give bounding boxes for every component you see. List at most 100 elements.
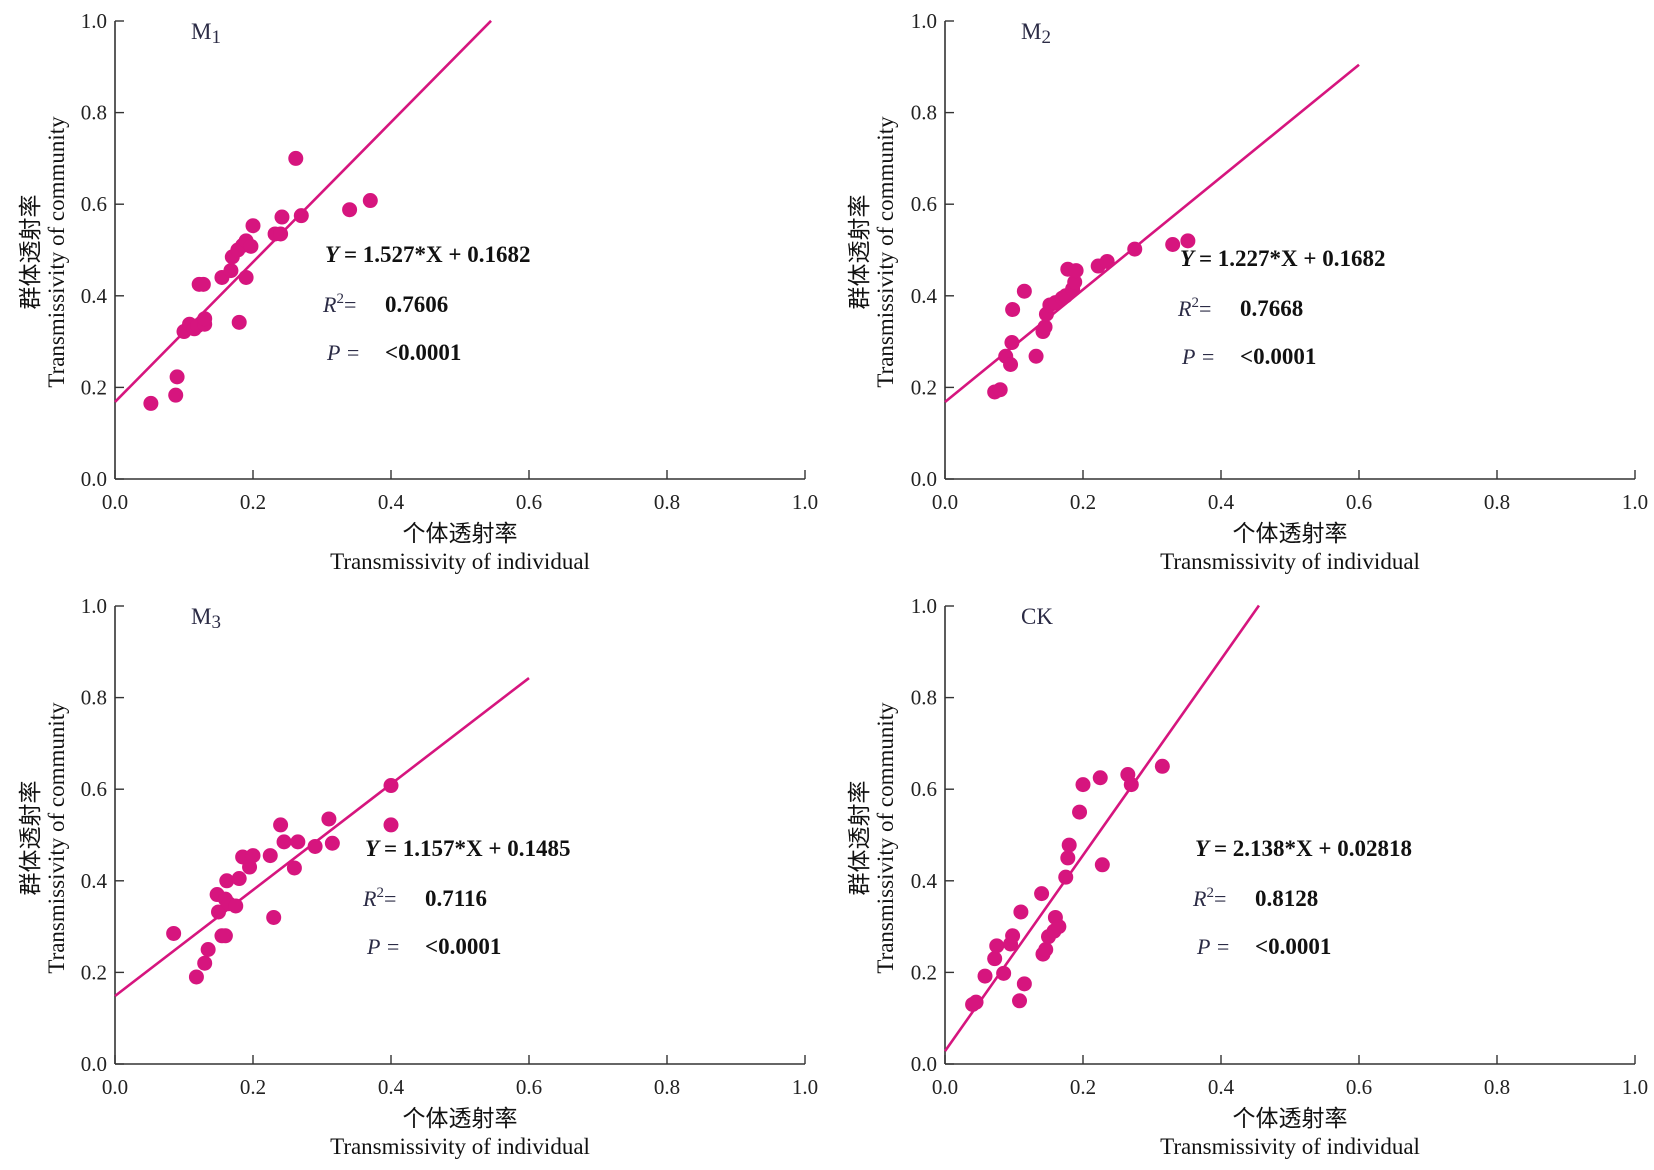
data-point	[1016, 976, 1032, 992]
data-point	[293, 208, 309, 224]
data-point	[383, 778, 399, 794]
data-point	[223, 263, 239, 279]
data-point	[1068, 263, 1084, 279]
data-point	[1061, 837, 1077, 853]
data-point	[1099, 253, 1115, 269]
r2-value: 0.8128	[1255, 886, 1318, 911]
y-tick-label: 0.6	[81, 192, 107, 216]
x-tick-label: 1.0	[792, 1075, 818, 1099]
data-point	[1058, 869, 1074, 885]
data-point	[977, 968, 993, 984]
y-tick-label: 0.2	[911, 960, 937, 984]
p-value: <0.0001	[385, 340, 461, 365]
panel-label: M3	[191, 604, 221, 633]
y-tick-label: 0.2	[911, 375, 937, 399]
data-point	[1005, 302, 1021, 318]
x-axis-title-en: Transmissivity of individual	[1160, 1134, 1420, 1159]
equation-value: = 1.527*X + 0.1682	[344, 242, 531, 267]
data-point	[1075, 777, 1091, 793]
data-point	[245, 218, 261, 234]
data-point	[989, 938, 1005, 954]
data-point	[1060, 850, 1076, 866]
y-axis-title-cn: 群体透射率	[18, 195, 43, 310]
y-tick-label: 0.0	[911, 1052, 937, 1076]
data-point	[1004, 335, 1020, 351]
y-tick-label: 0.8	[911, 101, 937, 125]
p-label: P =	[1196, 934, 1230, 959]
x-axis-title-cn: 个体透射率	[403, 521, 518, 546]
data-point	[238, 269, 254, 285]
panel-label-main: M	[191, 604, 211, 629]
data-point	[324, 835, 340, 851]
data-point	[195, 276, 211, 292]
data-point	[992, 382, 1008, 398]
r2-symbol: R	[362, 886, 377, 911]
equation-text: Y = 2.138*X + 0.02818	[1195, 836, 1412, 861]
x-tick-label: 1.0	[1622, 490, 1648, 514]
data-point	[290, 834, 306, 850]
y-tick-label: 0.6	[911, 192, 937, 216]
y-tick-label: 1.0	[81, 594, 107, 618]
data-point	[168, 387, 184, 403]
x-tick-label: 0.0	[932, 1075, 958, 1099]
p-value: <0.0001	[1240, 344, 1316, 369]
data-point	[274, 209, 290, 225]
y-tick-label: 0.0	[81, 467, 107, 491]
data-point	[288, 150, 304, 166]
panel-label-main: M	[191, 19, 211, 44]
r2-equals: =	[1199, 296, 1211, 321]
data-point	[1127, 241, 1143, 257]
x-tick-label: 0.8	[654, 1075, 680, 1099]
x-tick-label: 0.4	[1208, 1075, 1235, 1099]
equation-y-symbol: Y	[1195, 836, 1214, 861]
r2-superscript: 2	[376, 885, 384, 901]
y-tick-label: 0.4	[911, 869, 938, 893]
data-point	[243, 238, 259, 254]
panel-label: CK	[1021, 604, 1053, 629]
y-axis-title-cn: 群体透射率	[18, 781, 43, 896]
data-point	[188, 969, 204, 985]
data-point	[968, 994, 984, 1010]
y-axis-title-en: Transmissivity of community	[44, 116, 69, 388]
x-tick-label: 1.0	[792, 490, 818, 514]
p-value: <0.0001	[1255, 934, 1331, 959]
data-point	[200, 942, 216, 957]
data-point	[1154, 758, 1170, 774]
x-axis-title-cn: 个体透射率	[1233, 521, 1348, 546]
data-point	[197, 955, 213, 971]
data-point	[231, 871, 247, 887]
chart-panel-4: 0.0 0.2 0.4 0.6 0.8 1.0 0.0 0.2 0.4 0.6 0.8 1.0 个体透射…	[847, 594, 1648, 1159]
y-tick-label: 0.2	[81, 960, 107, 984]
y-tick-label: 1.0	[911, 9, 937, 33]
data-point	[1051, 919, 1067, 935]
data-point	[228, 898, 244, 914]
x-axis-title-cn: 个体透射率	[403, 1106, 518, 1131]
data-point	[262, 848, 278, 864]
data-point	[1067, 274, 1083, 290]
y-tick-label: 0.8	[911, 686, 937, 710]
data-point	[1038, 942, 1054, 957]
chart-panel-3: 0.0 0.2 0.4 0.6 0.8 1.0 0.0 0.2 0.4 0.6 0.8 1.0 个体透射…	[18, 594, 818, 1159]
data-point	[1165, 237, 1181, 253]
r2-label: R2=	[362, 885, 396, 911]
data-point	[321, 811, 337, 827]
x-tick-label: 0.6	[1346, 1075, 1372, 1099]
x-tick-label: 0.6	[1346, 490, 1372, 514]
equation-text: Y = 1.227*X + 0.1682	[1180, 246, 1386, 271]
x-tick-label: 0.4	[378, 490, 405, 514]
r2-equals: =	[384, 886, 396, 911]
p-value: <0.0001	[425, 934, 501, 959]
y-tick-label: 0.4	[911, 284, 938, 308]
data-point	[996, 965, 1012, 981]
p-label: P =	[1181, 344, 1215, 369]
data-point	[276, 834, 292, 850]
y-axis-title-cn: 群体透射率	[847, 195, 872, 310]
equation-value: = 1.157*X + 0.1485	[384, 836, 571, 861]
data-point	[1012, 993, 1028, 1009]
r2-equals: =	[344, 292, 356, 317]
y-tick-label: 0.8	[81, 101, 107, 125]
x-tick-label: 0.0	[932, 490, 958, 514]
y-tick-label: 0.4	[81, 869, 108, 893]
panel-label: M1	[191, 19, 221, 48]
